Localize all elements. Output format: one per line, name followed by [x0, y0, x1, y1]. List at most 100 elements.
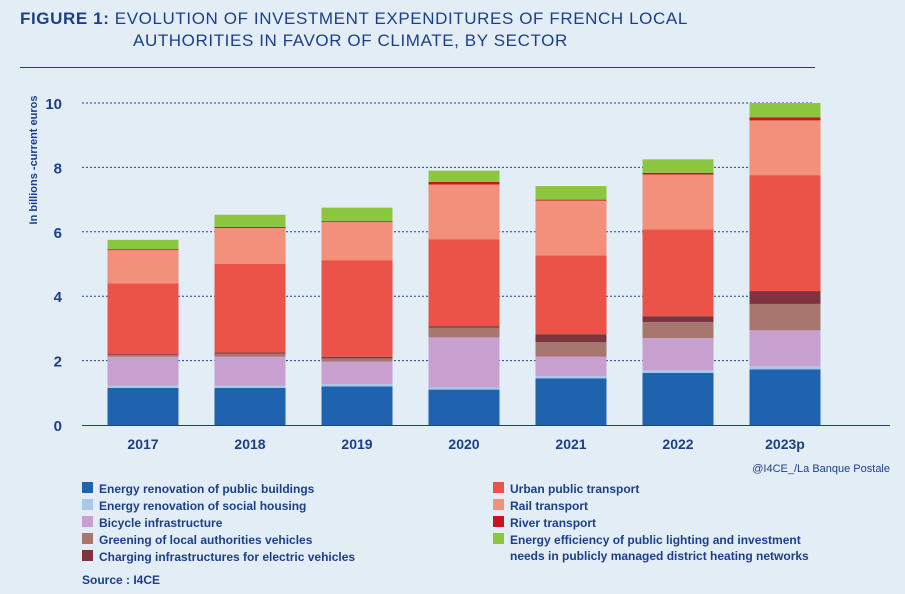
legend-label-continued: needs in publicly managed district heati… [510, 549, 809, 563]
bar-segment [214, 227, 286, 264]
bar-segment [428, 387, 500, 390]
bar-segment [107, 356, 179, 386]
legend-swatch [493, 499, 504, 510]
bar-segment [642, 316, 714, 322]
bar-segment [749, 175, 821, 292]
legend-label: Rail transport [510, 499, 589, 513]
title-line-2: AUTHORITIES IN FAVOR OF CLIMATE, BY SECT… [133, 31, 568, 50]
y-tick-label: 2 [54, 354, 62, 371]
bar-segment [749, 117, 821, 121]
bar-segment [214, 226, 286, 228]
bar-segment [535, 376, 607, 379]
bar-segment [107, 387, 179, 425]
x-tick-label: 2019 [341, 436, 372, 452]
bar-segment [214, 264, 286, 353]
legend-swatch [82, 516, 93, 527]
bar-segment [214, 353, 286, 357]
bar-segment [107, 249, 179, 251]
legend-swatch [82, 533, 93, 544]
x-tick-label: 2018 [234, 436, 265, 452]
bar-segment [749, 369, 821, 425]
credit-text: @I4CE_/La Banque Postale [752, 463, 890, 475]
bar-segment [535, 255, 607, 335]
legend-label: Charging infrastructures for electric ve… [99, 550, 356, 564]
bar-segment [321, 221, 393, 223]
bar-segment [642, 372, 714, 425]
bar-segment [535, 378, 607, 425]
bar-segment [535, 199, 607, 201]
bars [107, 103, 821, 425]
bar-segment [321, 384, 393, 387]
bar-segment [107, 283, 179, 355]
title-line-1: EVOLUTION OF INVESTMENT EXPENDITURES OF … [114, 9, 688, 28]
bar-segment [749, 330, 821, 367]
source-text: Source : I4CE [82, 573, 161, 587]
bar-segment [749, 366, 821, 370]
x-tick-label: 2020 [448, 436, 479, 452]
y-tick-label: 8 [54, 160, 62, 177]
bar-segment [642, 159, 714, 173]
bar-segment [321, 356, 393, 359]
bar-segment [107, 385, 179, 388]
legend-swatch [82, 482, 93, 493]
y-tick-label: 4 [54, 289, 63, 306]
x-tick-label: 2022 [662, 436, 693, 452]
bar-segment [321, 222, 393, 261]
legend-item-river: River transport [493, 515, 596, 531]
bar-segment [535, 342, 607, 357]
bar-segment [107, 355, 179, 357]
bar-segment [642, 321, 714, 339]
bar-segment [749, 291, 821, 304]
legend-item-public-buildings: Energy renovation of public buildings [82, 481, 314, 497]
figure-label: FIGURE 1: [20, 9, 110, 28]
bar-segment [321, 358, 393, 362]
legend-item-greening-vehicles: Greening of local authorities vehicles [82, 532, 312, 548]
y-tick-labels: 0 2 4 6 8 10 [45, 96, 62, 435]
bar-segment [428, 239, 500, 327]
bar-segment [428, 181, 500, 185]
title-divider [20, 67, 815, 68]
bar-segment [321, 386, 393, 425]
legend-swatch [493, 516, 504, 527]
x-tick-label: 2023p [765, 436, 805, 452]
bar-segment [107, 250, 179, 284]
legend-swatch [493, 533, 504, 544]
legend-label: Bicycle infrastructure [99, 516, 223, 530]
bar-segment [214, 385, 286, 388]
bar-segment [642, 174, 714, 230]
legend-label: Energy renovation of social housing [99, 499, 307, 513]
bar-segment [749, 120, 821, 176]
bar-segment [428, 337, 500, 388]
bar-segment [428, 184, 500, 240]
x-tick-label: 2017 [127, 436, 158, 452]
bar-segment [321, 361, 393, 385]
bar-segment [642, 370, 714, 373]
bar-segment [749, 303, 821, 331]
bar-segment [107, 239, 179, 250]
y-tick-label: 10 [45, 96, 62, 113]
bar-segment [428, 170, 500, 182]
bar-segment [535, 334, 607, 343]
legend-swatch [82, 499, 93, 510]
bar-segment [428, 327, 500, 338]
bar-segment [642, 338, 714, 371]
bar-segment [321, 260, 393, 357]
legend-label: Greening of local authorities vehicles [99, 533, 313, 547]
legend-swatch [82, 550, 93, 561]
bar-segment [535, 200, 607, 256]
legend-item-social-housing: Energy renovation of social housing [82, 498, 306, 514]
bar-segment [214, 352, 286, 354]
y-tick-label: 0 [54, 418, 62, 435]
legend-label: Energy efficiency of public lighting and… [510, 533, 801, 547]
bar-segment [428, 389, 500, 425]
bar-segment [214, 214, 286, 227]
bar-segment [642, 229, 714, 317]
legend-item-rail: Rail transport [493, 498, 588, 514]
bar-segment [749, 103, 821, 118]
legend-label: Energy renovation of public buildings [99, 482, 315, 496]
legend-label: River transport [510, 516, 597, 530]
stacked-bar-chart: 0 2 4 6 8 10 2017 2018 2019 2020 2021 2022 2023p In… [28, 96, 890, 452]
bar-segment [107, 354, 179, 356]
legend-item-urban-transport: Urban public transport [493, 481, 639, 497]
legend-label: Urban public transport [510, 482, 640, 496]
